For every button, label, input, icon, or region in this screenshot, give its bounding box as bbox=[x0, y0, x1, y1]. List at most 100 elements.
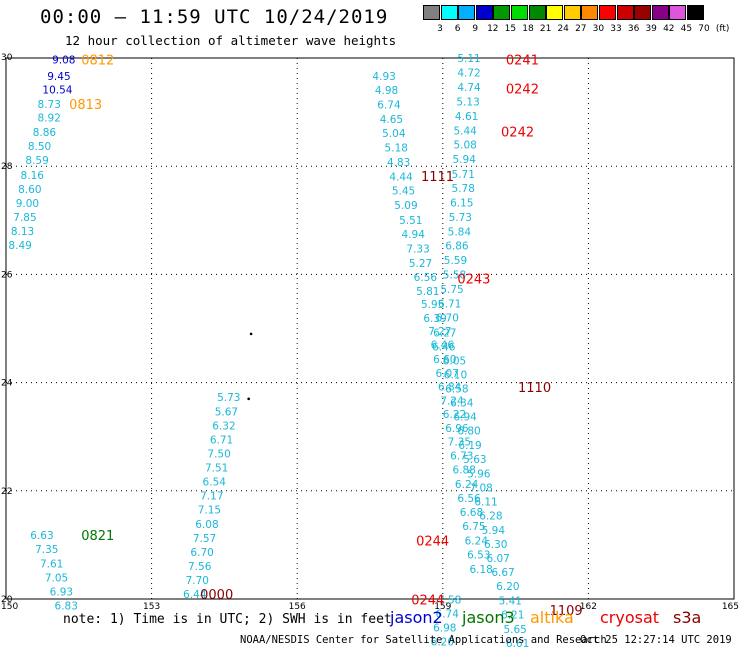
pass-time-label: 0821 bbox=[81, 529, 114, 544]
wave-height-label: 6.73 bbox=[450, 451, 473, 463]
wave-height-label: 6.30 bbox=[484, 539, 507, 551]
wave-height-label: 6.56 bbox=[414, 272, 438, 284]
wave-height-label: 5.04 bbox=[382, 128, 406, 140]
wave-height-label: 5.94 bbox=[482, 525, 506, 537]
wave-height-label: 6.32 bbox=[212, 420, 235, 432]
y-tick-label: 20 bbox=[1, 595, 13, 605]
color-scale-box bbox=[651, 5, 669, 20]
wave-height-label: 4.93 bbox=[372, 71, 395, 83]
wave-height-label: 6.98 bbox=[433, 623, 456, 635]
x-tick-label: 165 bbox=[722, 602, 739, 612]
wave-height-label: 6.22 bbox=[443, 409, 466, 421]
wave-height-label: 6.58 bbox=[445, 384, 468, 396]
wave-height-label: 5.71 bbox=[452, 169, 475, 181]
wave-height-label: 7.05 bbox=[45, 572, 68, 584]
wave-height-label: 9.00 bbox=[16, 198, 39, 210]
wave-height-label: 6.93 bbox=[50, 586, 73, 598]
generated-timestamp: Oct 25 12:27:14 UTC 2019 bbox=[580, 634, 732, 646]
wave-height-label: 6.05 bbox=[443, 355, 466, 367]
wave-height-label: 6.80 bbox=[457, 426, 480, 438]
pass-time-label: 0813 bbox=[69, 98, 102, 113]
color-scale-label: 3 bbox=[437, 24, 443, 34]
color-scale-label: 6 bbox=[454, 24, 461, 34]
wave-height-label: 4.44 bbox=[389, 171, 413, 183]
wave-height-label: 9.08 bbox=[52, 55, 75, 67]
wave-height-label: 8.60 bbox=[18, 184, 41, 196]
wave-height-label: 5.94 bbox=[453, 154, 477, 166]
wave-height-label: 7.57 bbox=[193, 533, 216, 545]
pass-time-label: 1111 bbox=[421, 170, 454, 185]
wave-height-label: 6.07 bbox=[436, 368, 459, 380]
wave-height-label: 6.56 bbox=[457, 493, 481, 505]
color-scale-label: 36 bbox=[627, 24, 640, 34]
wave-height-label: 8.92 bbox=[38, 113, 61, 125]
wave-height-label: 6.24 bbox=[465, 536, 489, 548]
observation-dot bbox=[247, 397, 250, 401]
color-scale-box bbox=[440, 5, 458, 20]
wave-height-label: 6.86 bbox=[445, 241, 469, 253]
wave-height-label: 5.51 bbox=[399, 215, 422, 227]
color-scale-box bbox=[528, 5, 546, 20]
color-scale-box bbox=[563, 5, 581, 20]
wave-height-label: 8.73 bbox=[38, 99, 61, 111]
wave-height-label: 10.54 bbox=[42, 84, 72, 96]
wave-height-label: 8.50 bbox=[28, 141, 51, 153]
wave-height-label: 4.61 bbox=[455, 111, 478, 123]
x-tick-label: 156 bbox=[289, 602, 306, 612]
color-scale-label: 15 bbox=[504, 24, 517, 34]
color-scale-label: 27 bbox=[575, 24, 587, 34]
wave-height-label: 5.18 bbox=[385, 142, 408, 154]
pass-time-label: 0242 bbox=[506, 82, 539, 97]
wave-height-label: 7.70 bbox=[186, 575, 209, 587]
wave-height-label: 5.65 bbox=[503, 624, 526, 636]
wave-height-label: 5.45 bbox=[392, 186, 415, 198]
wave-height-label: 7.61 bbox=[40, 558, 63, 570]
map-title: 00:00 – 11:59 UTC 10/24/2019 bbox=[40, 6, 389, 28]
pass-time-label: 0812 bbox=[81, 54, 114, 69]
wave-height-label: 6.28 bbox=[479, 511, 502, 523]
wave-height-label: 6.70 bbox=[190, 547, 213, 559]
credit-text: NOAA/NESDIS Center for Satellite Applica… bbox=[240, 634, 607, 646]
wave-height-label: 6.71 bbox=[210, 434, 233, 446]
wave-height-label: 6.74 bbox=[436, 609, 460, 621]
wave-height-label: 6.83 bbox=[55, 600, 78, 612]
pass-time-label: 0241 bbox=[506, 54, 539, 69]
wave-height-label: 5.59 bbox=[444, 255, 467, 267]
wave-height-label: 8.86 bbox=[33, 127, 57, 139]
pass-time-label: 0244 bbox=[411, 594, 444, 609]
legend-item-jason3: jason3 bbox=[462, 608, 515, 627]
wave-height-label: 5.58 bbox=[443, 269, 466, 281]
pass-time-label: 0243 bbox=[457, 273, 490, 288]
wave-height-label: 7.50 bbox=[207, 448, 230, 460]
wave-height-label: 6.18 bbox=[469, 564, 492, 576]
wave-height-label: 7.33 bbox=[406, 243, 429, 255]
color-scale-box bbox=[634, 5, 652, 20]
wave-height-label: 4.65 bbox=[380, 114, 403, 126]
wave-height-label: 6.21 bbox=[501, 610, 524, 622]
wave-height-label: 6.70 bbox=[436, 313, 459, 325]
color-scale-box bbox=[458, 5, 476, 20]
y-tick-label: 28 bbox=[1, 162, 13, 172]
color-scale-label: 39 bbox=[645, 24, 657, 34]
wave-height-label: 6.10 bbox=[444, 369, 467, 381]
wave-height-label: 6.46 bbox=[431, 340, 455, 352]
color-scale-box bbox=[669, 5, 687, 20]
pass-time-label: 1110 bbox=[518, 381, 551, 396]
footer-note: note: 1) Time is in UTC; 2) SWH is in fe… bbox=[63, 612, 392, 627]
color-scale-unit: (ft) bbox=[715, 24, 730, 34]
wave-height-label: 6.63 bbox=[30, 530, 53, 542]
color-scale-label: 12 bbox=[487, 24, 499, 34]
wave-height-label: 6.34 bbox=[450, 398, 474, 410]
y-tick-label: 24 bbox=[1, 379, 13, 389]
color-scale-box bbox=[599, 5, 616, 20]
wave-height-label: 5.41 bbox=[499, 596, 522, 608]
observation-dot bbox=[249, 332, 253, 336]
wave-height-label: 6.20 bbox=[496, 581, 519, 593]
wave-height-label: 6.94 bbox=[453, 412, 477, 424]
wave-height-label: 5.78 bbox=[452, 183, 475, 195]
wave-height-label: 5.73 bbox=[449, 212, 472, 224]
wave-height-label: 7.35 bbox=[35, 544, 58, 556]
wave-height-label: 6.88 bbox=[453, 465, 476, 477]
wave-height-label: 6.60 bbox=[433, 354, 456, 366]
